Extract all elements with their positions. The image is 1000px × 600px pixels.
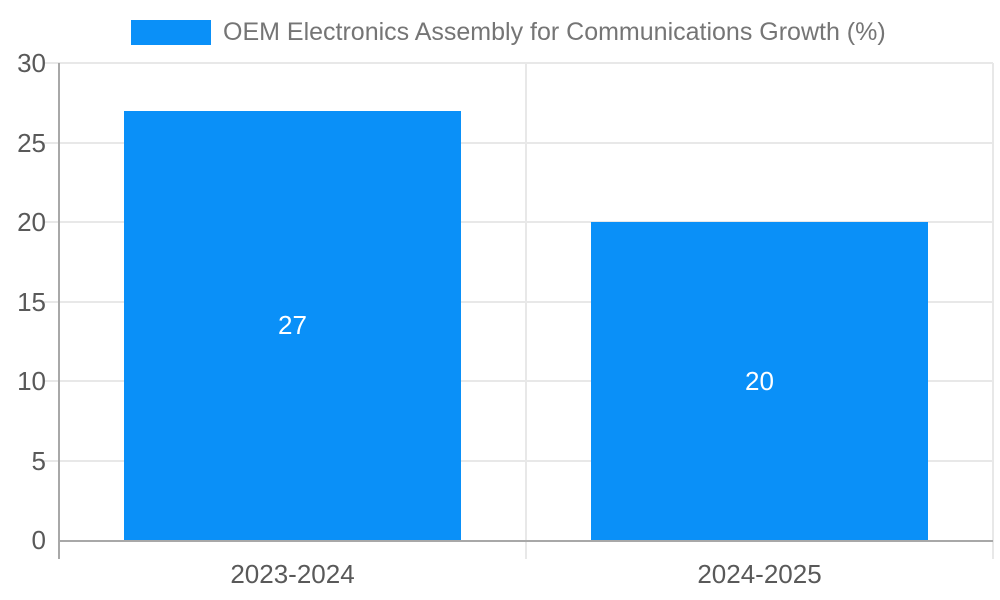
- legend-label: OEM Electronics Assembly for Communicati…: [223, 18, 886, 46]
- gridline-y: [44, 221, 993, 223]
- gridline-y: [44, 62, 993, 64]
- y-axis-tick-label: 15: [17, 286, 46, 317]
- bar: [591, 222, 928, 540]
- y-axis-tick-label: 30: [17, 48, 46, 78]
- category-separator-gridline: [525, 63, 527, 559]
- x-axis-category-label: 2023-2024: [230, 559, 355, 589]
- y-axis-tick-label: 10: [17, 366, 46, 396]
- y-axis-line: [58, 63, 60, 559]
- chart-legend: OEM Electronics Assembly for Communicati…: [131, 18, 886, 46]
- plot-right-border: [992, 63, 994, 559]
- x-axis-line: [58, 540, 993, 542]
- y-axis-tick-label: 20: [17, 207, 46, 237]
- bar-value-label: 27: [278, 310, 307, 341]
- gridline-y: [44, 380, 993, 382]
- gridline-y: [44, 300, 993, 303]
- y-axis-tick-label: 25: [17, 127, 46, 158]
- gridline-y: [44, 459, 993, 462]
- bar: [124, 110, 461, 540]
- x-axis-category-label: 2024-2025: [697, 559, 822, 589]
- bar-value-label: 20: [745, 366, 774, 396]
- gridline-y: [44, 141, 993, 144]
- legend-swatch: [131, 20, 211, 45]
- y-axis-tick-label: 0: [31, 525, 46, 555]
- y-axis-tick-label: 5: [31, 445, 46, 476]
